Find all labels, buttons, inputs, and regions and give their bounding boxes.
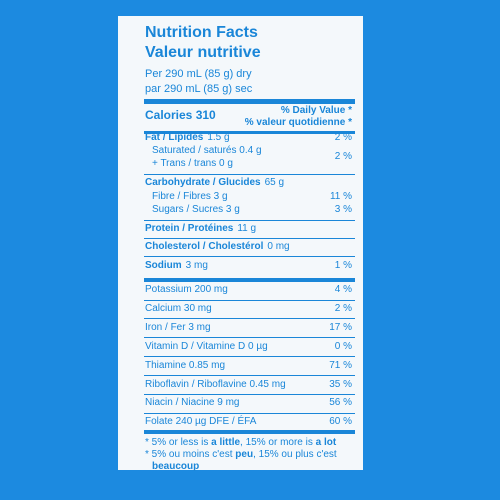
serving-fr: par 290 mL (85 g) sec [145, 83, 253, 95]
rule [144, 430, 355, 434]
nutrient-name: Sodium 3 mg [145, 260, 208, 272]
sub-nutrient: Saturated / saturés 0.4 g [152, 145, 262, 156]
rule [144, 256, 355, 257]
rule [144, 174, 355, 175]
footnote-part: a lot [315, 437, 337, 448]
footnote-part: a little [211, 437, 241, 448]
rule [144, 238, 355, 239]
rule [144, 337, 355, 339]
micronutrient: Calcium 30 mg [145, 302, 212, 314]
nutrient-amount: 1.5 g [207, 132, 230, 143]
daily-value: 0 % [334, 340, 352, 352]
daily-value: 56 % [329, 397, 352, 409]
footnote: * 5% or less is a little, 15% or more is… [145, 437, 362, 449]
daily-value: 4 % [334, 284, 352, 295]
micronutrient: Folate 240 µg DFE / ÉFA [145, 416, 257, 428]
daily-value: 2 % [334, 132, 352, 143]
sub-nutrient: + Trans / trans 0 g [152, 158, 233, 169]
nutrient-label: Fat / Lipides [145, 132, 204, 143]
rule [144, 356, 355, 358]
rule [144, 394, 355, 395]
nutrient-name: Carbohydrate / Glucides 65 g [145, 177, 284, 189]
nutrient-label: Protein / Protéines [145, 223, 234, 234]
nutrient-label: Sodium [145, 260, 182, 271]
daily-value: 35 % [329, 378, 352, 390]
serving: Per 290 mL (85 g) dry [145, 68, 252, 80]
daily-value: 1 % [334, 260, 352, 271]
footnote-part: peu [235, 449, 254, 460]
daily-value: 11 % [329, 191, 352, 202]
dv-header: % Daily Value * [280, 105, 352, 116]
footnote: * 5% ou moins c'est peu, 15% ou plus c'e… [145, 449, 362, 473]
micronutrient: Riboflavin / Riboflavine 0.45 mg [145, 378, 286, 390]
nutrient-name: Cholesterol / Cholestérol 0 mg [145, 241, 290, 253]
rule [144, 412, 355, 414]
title: Nutrition Facts [145, 24, 258, 41]
title-fr: Valeur nutritive [145, 44, 261, 61]
micronutrient: Niacin / Niacine 9 mg [145, 397, 240, 409]
footnote-part: * 5% or less is [145, 437, 212, 448]
micronutrient: Vitamin D / Vitamine D 0 µg [145, 340, 268, 352]
nutrient-name: Fat / Lipides 1.5 g [145, 132, 230, 144]
daily-value: 3 % [334, 204, 352, 215]
nutrient-amount: 3 mg [185, 260, 208, 271]
calories: Calories 310 [145, 108, 216, 122]
rule [144, 220, 355, 221]
rule [144, 99, 355, 104]
footnote-part: , 15% or more is [240, 437, 316, 448]
micronutrient: Potassium 200 mg [145, 284, 228, 295]
daily-value: 60 % [329, 416, 352, 428]
nutrient-amount: 11 g [237, 223, 257, 234]
nutrient-amount: 0 mg [267, 241, 290, 252]
footnote-part: * 5% ou moins c'est [145, 449, 236, 460]
daily-value: 17 % [329, 321, 352, 333]
footnote-part: beaucoup [152, 461, 200, 472]
micronutrient: Thiamine 0.85 mg [145, 359, 226, 371]
rule [144, 278, 355, 282]
rule [144, 318, 355, 320]
nutrient-label: Cholesterol / Cholestérol [145, 241, 264, 252]
rule [144, 375, 355, 377]
daily-value: 71 % [329, 359, 352, 371]
nutrient-name: Protein / Protéines 11 g [145, 223, 256, 235]
footnote-part: , 15% ou plus c'est [253, 449, 337, 460]
rule [144, 131, 355, 134]
daily-value: 2 % [334, 151, 352, 162]
daily-value: 2 % [334, 302, 352, 314]
nutrient-amount: 65 g [264, 177, 285, 188]
micronutrient: Iron / Fer 3 mg [145, 321, 211, 333]
sub-nutrient: Fibre / Fibres 3 g [152, 191, 228, 202]
sub-nutrient: Sugars / Sucres 3 g [152, 204, 240, 215]
nutrient-label: Carbohydrate / Glucides [145, 177, 261, 188]
dv-header-fr: % valeur quotidienne * [244, 117, 352, 128]
rule [144, 299, 355, 301]
